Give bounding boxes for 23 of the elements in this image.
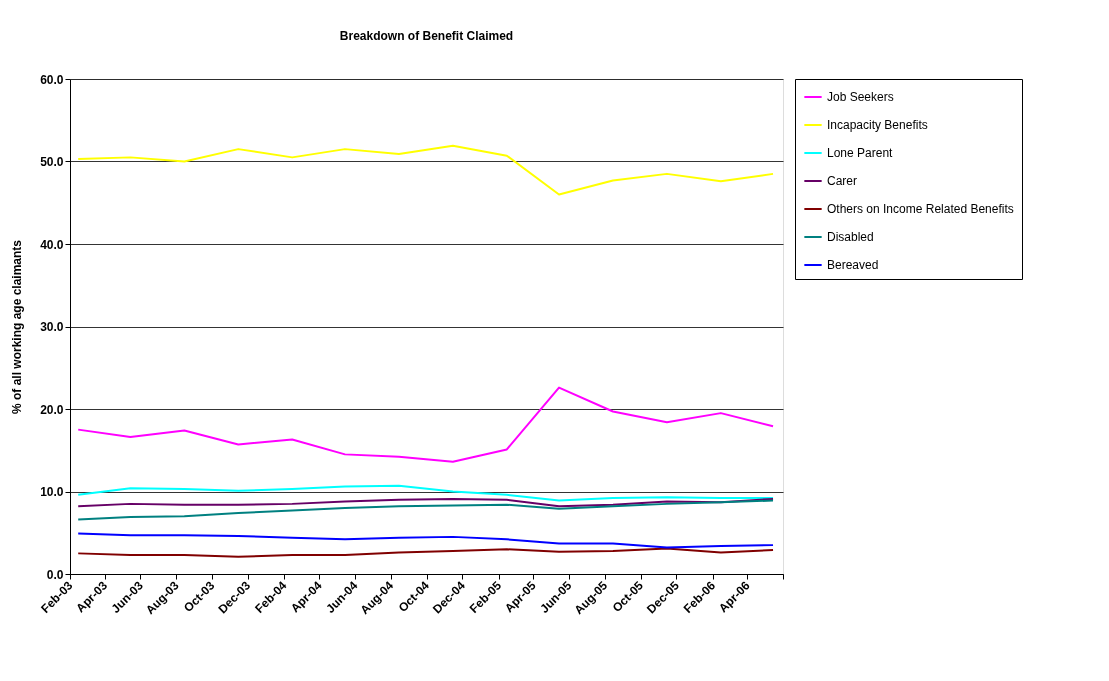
y-axis-title: % of all working age claimants: [10, 239, 25, 415]
line-series: [77, 499, 775, 521]
legend-label: Others on Income Related Benefits: [827, 202, 1014, 216]
y-tick-label: 10.0: [40, 485, 64, 499]
legend-label: Bereaved: [827, 258, 879, 272]
y-tick-label: 60.0: [40, 72, 64, 87]
legend-label: Disabled: [827, 230, 874, 244]
line-series: [77, 497, 775, 508]
chart-title: Breakdown of Benefit Claimed: [339, 29, 514, 43]
y-tick-label: 30.0: [40, 320, 64, 334]
legend-label: Incapacity Benefits: [827, 118, 928, 132]
y-tick-label: 40.0: [40, 237, 64, 252]
line-series: [77, 547, 775, 558]
line-series: [77, 484, 775, 502]
legend-label: Lone Parent: [827, 146, 894, 160]
y-tick-label: 0.0: [46, 567, 64, 582]
legend-label: Job Seekers: [827, 90, 894, 104]
line-series: [77, 532, 775, 549]
y-tick-label: 50.0: [40, 155, 64, 169]
y-tick-label: 20.0: [40, 402, 64, 417]
legend-label: Carer: [827, 174, 858, 188]
line-series: [77, 144, 775, 196]
line-series: [77, 386, 775, 463]
